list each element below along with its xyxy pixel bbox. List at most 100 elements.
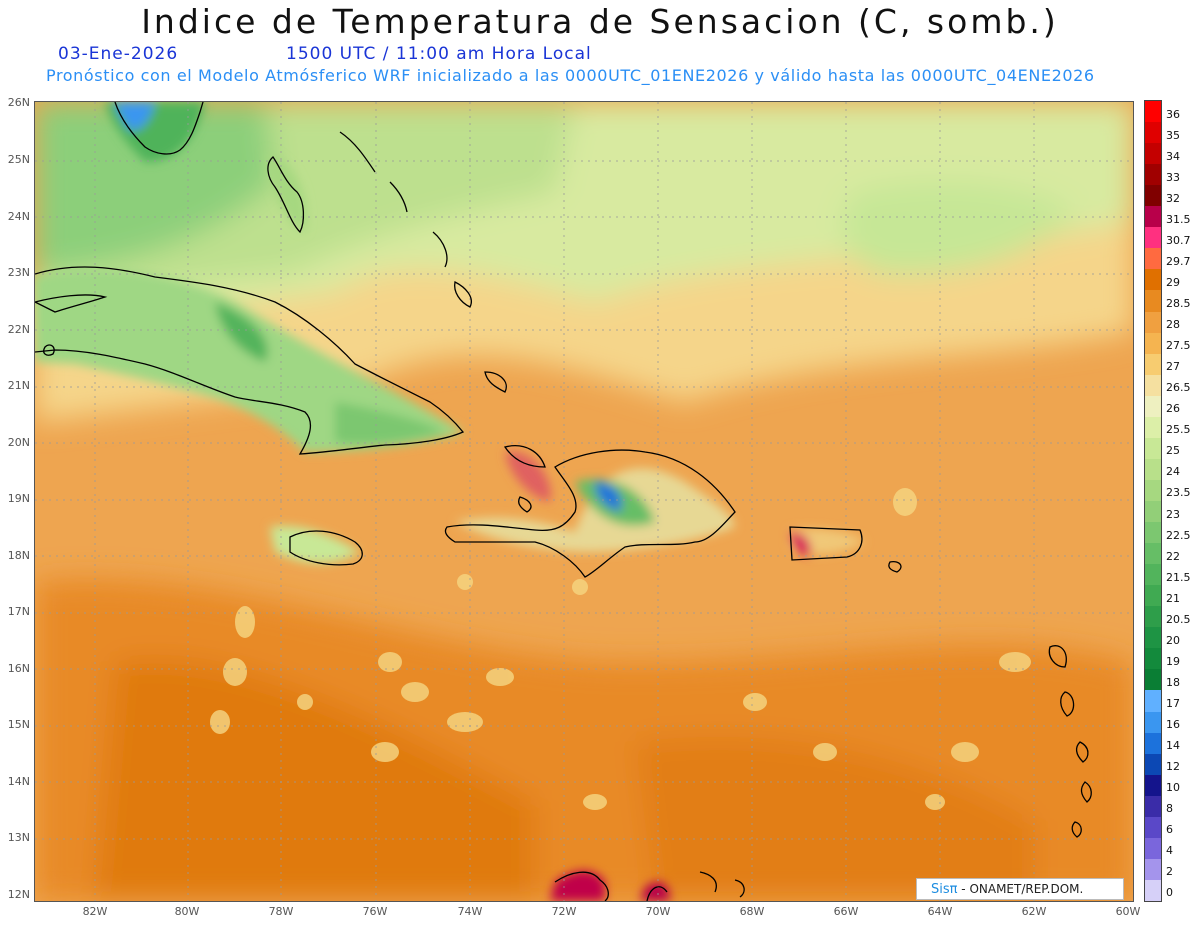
color-scale-label: 29.7 [1166, 254, 1191, 268]
color-scale-segment [1145, 627, 1161, 649]
lon-label: 60W [1115, 905, 1141, 918]
color-scale-segment [1145, 795, 1161, 818]
model-subtitle: Pronóstico con el Modelo Atmósferico WRF… [46, 66, 1095, 85]
lon-label: 74W [457, 905, 483, 918]
color-scale-label: 10 [1166, 781, 1180, 795]
lat-label: 24N [7, 210, 30, 223]
color-scale-label: 34 [1166, 149, 1180, 163]
color-scale-label: 27 [1166, 360, 1180, 374]
color-scale-label: 30.7 [1166, 233, 1191, 247]
color-scale-segment [1145, 248, 1161, 270]
color-scale-segment [1145, 374, 1161, 397]
color-scale-label: 26 [1166, 402, 1180, 416]
color-scale-segment [1145, 837, 1161, 860]
lon-label: 64W [927, 905, 953, 918]
sispi-brand: Sisπ [931, 882, 958, 897]
color-scale-segment [1145, 669, 1161, 691]
color-scale-label: 28 [1166, 318, 1180, 332]
color-scale-label: 12 [1166, 760, 1180, 774]
color-scale-segment [1145, 753, 1161, 776]
color-scale-label: 19 [1166, 654, 1180, 668]
heat-index-map [34, 101, 1134, 902]
forecast-date: 03-Ene-2026 [58, 44, 179, 64]
color-scale-segment [1145, 816, 1161, 839]
color-scale-segment [1145, 522, 1161, 544]
color-scale-label: 14 [1166, 739, 1180, 753]
color-scale-label: 16 [1166, 718, 1180, 732]
color-scale-segment [1145, 122, 1161, 144]
color-scale-segment [1145, 879, 1161, 902]
color-scale-segment [1145, 395, 1161, 418]
lat-label: 26N [7, 96, 30, 109]
color-scale-segment [1145, 416, 1161, 439]
lon-label: 78W [268, 905, 294, 918]
color-scale-segment [1145, 101, 1161, 123]
lon-label: 80W [174, 905, 200, 918]
map-title: Indice de Temperatura de Sensacion (C, s… [141, 2, 1059, 41]
color-scale-label: 25.5 [1166, 423, 1191, 437]
color-scale-bar [1144, 100, 1162, 902]
onamet-logo: Sisπ - ONAMET/REP.DOM. [916, 878, 1124, 900]
color-scale-label: 20.5 [1166, 612, 1191, 626]
lat-label: 15N [7, 718, 30, 731]
color-scale-segment [1145, 606, 1161, 628]
color-scale-label: 4 [1166, 844, 1173, 858]
color-scale-label: 35 [1166, 128, 1180, 142]
forecast-time: 1500 UTC / 11:00 am Hora Local [286, 44, 592, 64]
color-scale-segment [1145, 437, 1161, 460]
lat-label: 14N [7, 775, 30, 788]
lat-label: 16N [7, 662, 30, 675]
color-scale-label: 6 [1166, 823, 1173, 837]
color-scale-segment [1145, 732, 1161, 755]
color-scale-label: 29 [1166, 275, 1180, 289]
color-scale-label: 28.5 [1166, 297, 1191, 310]
color-scale-segment [1145, 269, 1161, 291]
lon-label: 62W [1021, 905, 1047, 918]
color-scale-segment [1145, 564, 1161, 586]
color-scale-label: 24 [1166, 465, 1180, 479]
color-scale-segment [1145, 353, 1161, 376]
color-scale-segment [1145, 585, 1161, 607]
lat-label: 19N [7, 492, 30, 505]
color-scale-segment [1145, 479, 1161, 502]
color-scale-label: 8 [1166, 802, 1173, 816]
color-scale-segment [1145, 858, 1161, 881]
color-scale-label: 18 [1166, 675, 1180, 689]
color-scale-label: 26.5 [1166, 381, 1191, 395]
lat-label: 12N [7, 888, 30, 901]
lon-label: 76W [362, 905, 388, 918]
color-scale-label: 23.5 [1166, 486, 1191, 500]
color-scale-segment [1145, 206, 1161, 228]
color-scale-segment [1145, 332, 1161, 355]
lat-label: 17N [7, 605, 30, 618]
color-scale-label: 21.5 [1166, 570, 1191, 584]
color-scale-segment [1145, 648, 1161, 670]
logo-org: - ONAMET/REP.DOM. [961, 882, 1084, 896]
lat-label: 23N [7, 266, 30, 279]
lat-label: 18N [7, 549, 30, 562]
color-scale-label: 25 [1166, 444, 1180, 458]
color-scale-segment [1145, 690, 1161, 713]
lon-label: 66W [833, 905, 859, 918]
lat-label: 21N [7, 379, 30, 392]
color-scale-segment [1145, 290, 1161, 313]
color-scale-label: 22.5 [1166, 528, 1191, 542]
color-scale-segment [1145, 774, 1161, 797]
color-scale-label: 2 [1166, 865, 1173, 879]
color-scale-label: 20 [1166, 633, 1180, 647]
color-scale-segment [1145, 501, 1161, 523]
color-scale-segment [1145, 711, 1161, 734]
color-scale-label: 0 [1166, 886, 1173, 900]
color-scale-label: 23 [1166, 507, 1180, 521]
lat-label: 25N [7, 153, 30, 166]
color-scale-label: 27.5 [1166, 339, 1191, 353]
color-scale-label: 17 [1166, 697, 1180, 710]
lat-label: 20N [7, 436, 30, 449]
color-scale-segment [1145, 164, 1161, 186]
color-scale-label: 22 [1166, 549, 1180, 563]
color-scale-segment [1145, 143, 1161, 165]
color-scale-label: 36 [1166, 107, 1180, 121]
color-scale-segment [1145, 311, 1161, 334]
lon-label: 70W [645, 905, 671, 918]
color-scale-segment [1145, 458, 1161, 481]
